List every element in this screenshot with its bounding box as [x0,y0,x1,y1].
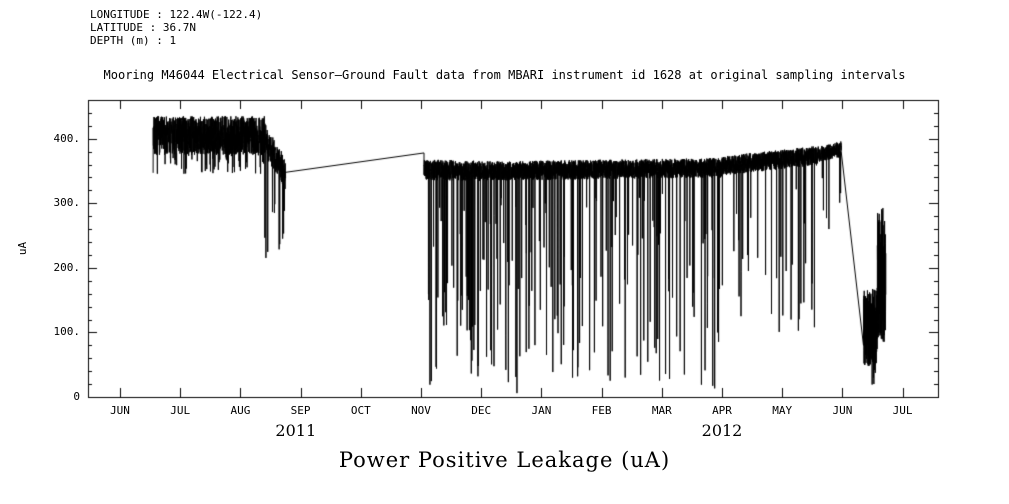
depth-label: DEPTH (m) : 1 [90,34,177,47]
y-axis-title: uA [16,241,30,256]
year-label: 2011 [275,421,317,440]
bottom-caption: Power Positive Leakage (uA) [338,448,671,472]
metadata-block: LONGITUDE : 122.4W(-122.4) LATITUDE : 36… [90,8,262,47]
x-tick-label: JUL [892,404,913,417]
x-tick-label: FEB [591,404,612,417]
y-tick-label: 200. [53,260,81,274]
plot-title: Mooring M46044 Electrical Sensor–Ground … [103,68,906,82]
x-tick-label: MAY [772,404,793,417]
x-tick-label: OCT [350,404,371,417]
x-tick-label: NOV [411,404,431,417]
y-tick-label: 100. [53,325,81,339]
longitude-label: LONGITUDE : 122.4W(-122.4) [90,8,263,21]
y-tick-label: 300. [53,196,81,210]
x-tick-label: JUN [110,404,130,417]
x-tick-label: JUL [170,404,191,417]
x-tick-label: JUN [832,404,853,417]
x-tick-label: SEP [290,404,311,417]
y-tick-label: 400. [53,131,81,145]
x-tick-label: JAN [531,404,552,417]
latitude-label: LATITUDE : 36.7N [90,21,196,34]
x-tick-label: AUG [230,404,251,417]
y-tick-label: 0 [73,390,80,403]
year-label: 2012 [701,421,743,440]
x-tick-label: MAR [651,404,672,417]
x-tick-label: APR [712,404,732,417]
x-tick-label: DEC [471,404,492,417]
